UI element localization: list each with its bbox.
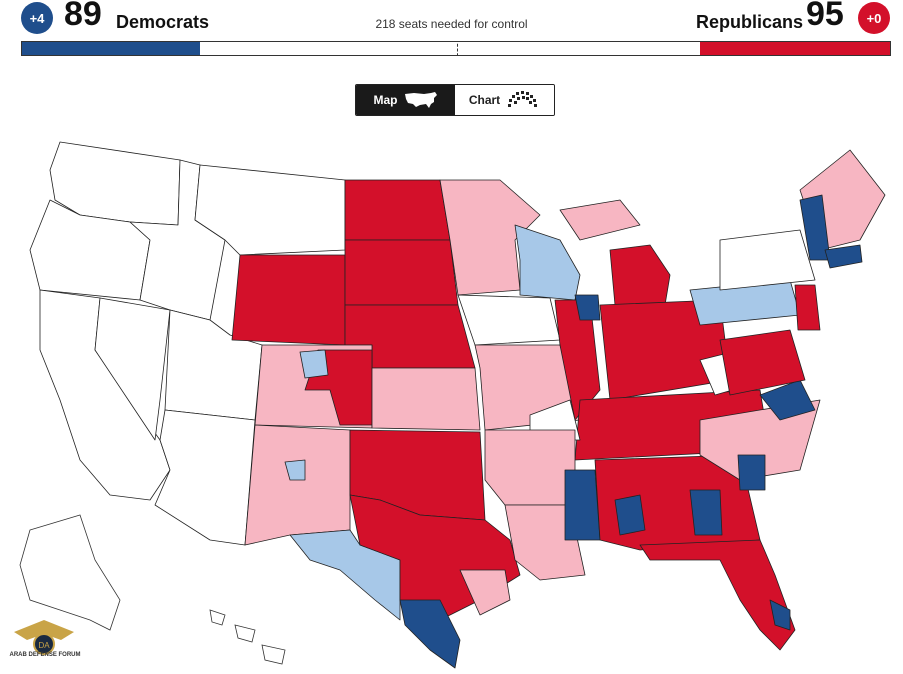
map-view-label: Map [373,93,398,107]
district-region-nm-albuquerque[interactable] [284,459,306,481]
seat-chart-icon [508,91,538,107]
dem-seats-fill [22,42,200,55]
district-region-new-mexico[interactable] [244,424,351,546]
dem-label: Democrats [116,12,210,32]
view-toggle: Map Chart [355,84,555,116]
district-region-new-york[interactable] [719,229,816,291]
map-view-button[interactable]: Map [356,85,455,115]
hawaii-outline [209,609,286,665]
district-region-texas-south[interactable] [399,599,461,669]
chart-view-label: Chart [468,93,501,107]
district-region-sc-blue[interactable] [737,454,766,491]
arab-defense-forum-logo: DA [14,620,74,655]
district-region-michigan[interactable] [609,244,671,306]
district-region-upper-peninsula[interactable] [559,199,641,241]
district-region-massachusetts[interactable] [824,244,863,269]
district-region-minnesota[interactable] [439,179,541,296]
majority-line [456,42,458,55]
district-region-arkansas[interactable] [484,429,576,506]
us-house-district-map [19,141,886,669]
district-region-alabama-blue[interactable] [614,494,646,536]
watermark-text: ARAB DEFENSE FORUM [9,652,81,658]
district-region-florida-blue[interactable] [769,599,791,631]
rep-seat-count: 95 [806,0,844,33]
district-region-arizona[interactable] [154,409,256,546]
district-region-texas-houston[interactable] [459,569,511,616]
district-region-new-jersey[interactable] [794,284,821,331]
seats-needed-text: 218 seats needed for control [375,17,528,31]
district-region-kansas[interactable] [371,367,481,431]
seat-balance-bar [21,41,891,56]
district-region-colorado-denver[interactable] [299,349,329,379]
svg-text:DA: DA [38,641,50,650]
district-region-florida[interactable] [639,539,796,651]
district-region-mississippi[interactable] [564,469,601,541]
rep-seats-fill [700,42,890,55]
chart-view-button[interactable]: Chart [455,85,554,115]
district-region-nc-blue[interactable] [759,379,816,421]
alaska-outline [19,514,121,631]
district-region-north-dakota[interactable] [344,179,451,241]
dem-seat-count: 89 [64,0,102,33]
district-region-texas-west[interactable] [289,529,401,621]
district-region-wyoming[interactable] [231,254,346,346]
district-region-south-dakota[interactable] [344,239,459,306]
rep-change-badge: +0 [858,2,890,34]
us-map-icon [404,92,437,108]
district-region-chicago[interactable] [574,294,601,321]
district-region-georgia-blue[interactable] [689,489,723,536]
rep-label: Republicans [696,12,804,32]
dem-change-badge: +4 [21,2,53,34]
district-region-wisconsin[interactable] [514,224,581,301]
district-region-iowa[interactable] [457,294,561,346]
district-region-virginia[interactable] [719,329,806,396]
district-region-nevada[interactable] [94,297,171,441]
